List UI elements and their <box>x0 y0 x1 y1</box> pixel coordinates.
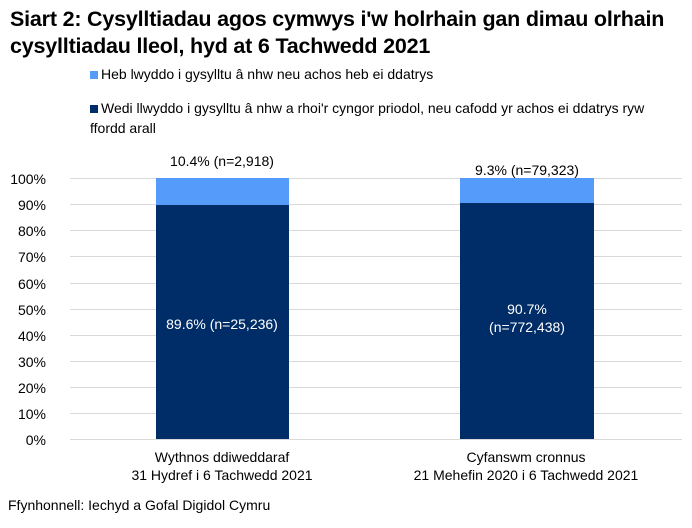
x-category-sublabel: 31 Hydref i 6 Tachwedd 2021 <box>131 467 313 483</box>
x-category-label: Wythnos ddiweddaraf <box>154 449 290 465</box>
data-label-not-contacted: 10.4% (n=2,918) <box>170 153 274 169</box>
source-note: Ffynhonnell: Iechyd a Gofal Digidol Cymr… <box>8 497 271 513</box>
legend-label: Wedi llwyddo i gysylltu â nhw a rhoi'r c… <box>90 100 645 136</box>
y-tick: 10% <box>17 406 46 422</box>
bar-segment-contacted <box>460 203 594 439</box>
y-tick: 0% <box>25 432 46 448</box>
x-category-sublabel: 21 Mehefin 2020 i 6 Tachwedd 2021 <box>413 467 639 483</box>
y-tick: 50% <box>17 302 46 318</box>
x-category-label: Cyfanswm cronnus <box>466 449 586 465</box>
y-tick: 90% <box>17 197 46 213</box>
y-tick: 100% <box>10 171 46 187</box>
data-label-contacted-pct: 90.7% <box>507 301 547 317</box>
gridline-60 <box>70 283 682 284</box>
legend-item-contacted: Wedi llwyddo i gysylltu â nhw a rhoi'r c… <box>90 98 680 138</box>
y-tick: 20% <box>17 380 46 396</box>
gridline-40 <box>70 335 682 336</box>
gridline-90 <box>70 204 682 205</box>
gridline-20 <box>70 387 682 388</box>
y-tick: 30% <box>17 354 46 370</box>
bar-segment-not-contacted <box>156 178 289 205</box>
gridline-80 <box>70 230 682 231</box>
plot-area: 100% 90% 80% 70% 60% 50% 40% 30% 20% 10%… <box>10 153 682 483</box>
legend-swatch-dark-blue <box>90 105 98 113</box>
data-label-contacted: 89.6% (n=25,236) <box>166 316 278 332</box>
y-tick: 80% <box>17 223 46 239</box>
bar-cumulative <box>460 178 594 439</box>
y-tick: 70% <box>17 249 46 265</box>
bar-segment-contacted <box>156 205 289 439</box>
y-tick: 40% <box>17 328 46 344</box>
gridline-10 <box>70 413 682 414</box>
bar-latest-week <box>156 178 289 439</box>
y-tick: 60% <box>17 276 46 292</box>
chart-title: Siart 2: Cysylltiadau agos cymwys i'w ho… <box>10 7 665 58</box>
gridline-0 <box>70 439 682 440</box>
gridline-70 <box>70 256 682 257</box>
gridline-100 <box>70 178 682 179</box>
data-label-contacted-count: (n=772,438) <box>489 319 565 335</box>
legend-label: Heb lwyddo i gysylltu â nhw neu achos he… <box>101 66 434 82</box>
legend-swatch-light-blue <box>90 71 98 79</box>
bar-segment-not-contacted <box>460 178 594 203</box>
data-label-not-contacted: 9.3% (n=79,323) <box>475 162 579 178</box>
gridline-50 <box>70 309 682 310</box>
gridline-30 <box>70 361 682 362</box>
legend-item-not-contacted: Heb lwyddo i gysylltu â nhw neu achos he… <box>90 64 433 84</box>
